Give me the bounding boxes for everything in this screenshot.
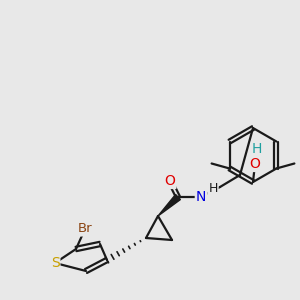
Polygon shape [158, 194, 180, 216]
Text: N: N [196, 190, 206, 204]
Text: O: O [165, 174, 176, 188]
Text: H: H [208, 182, 218, 194]
Text: S: S [51, 256, 59, 270]
Text: O: O [250, 157, 260, 171]
Text: Br: Br [78, 223, 92, 236]
Text: H: H [252, 142, 262, 156]
